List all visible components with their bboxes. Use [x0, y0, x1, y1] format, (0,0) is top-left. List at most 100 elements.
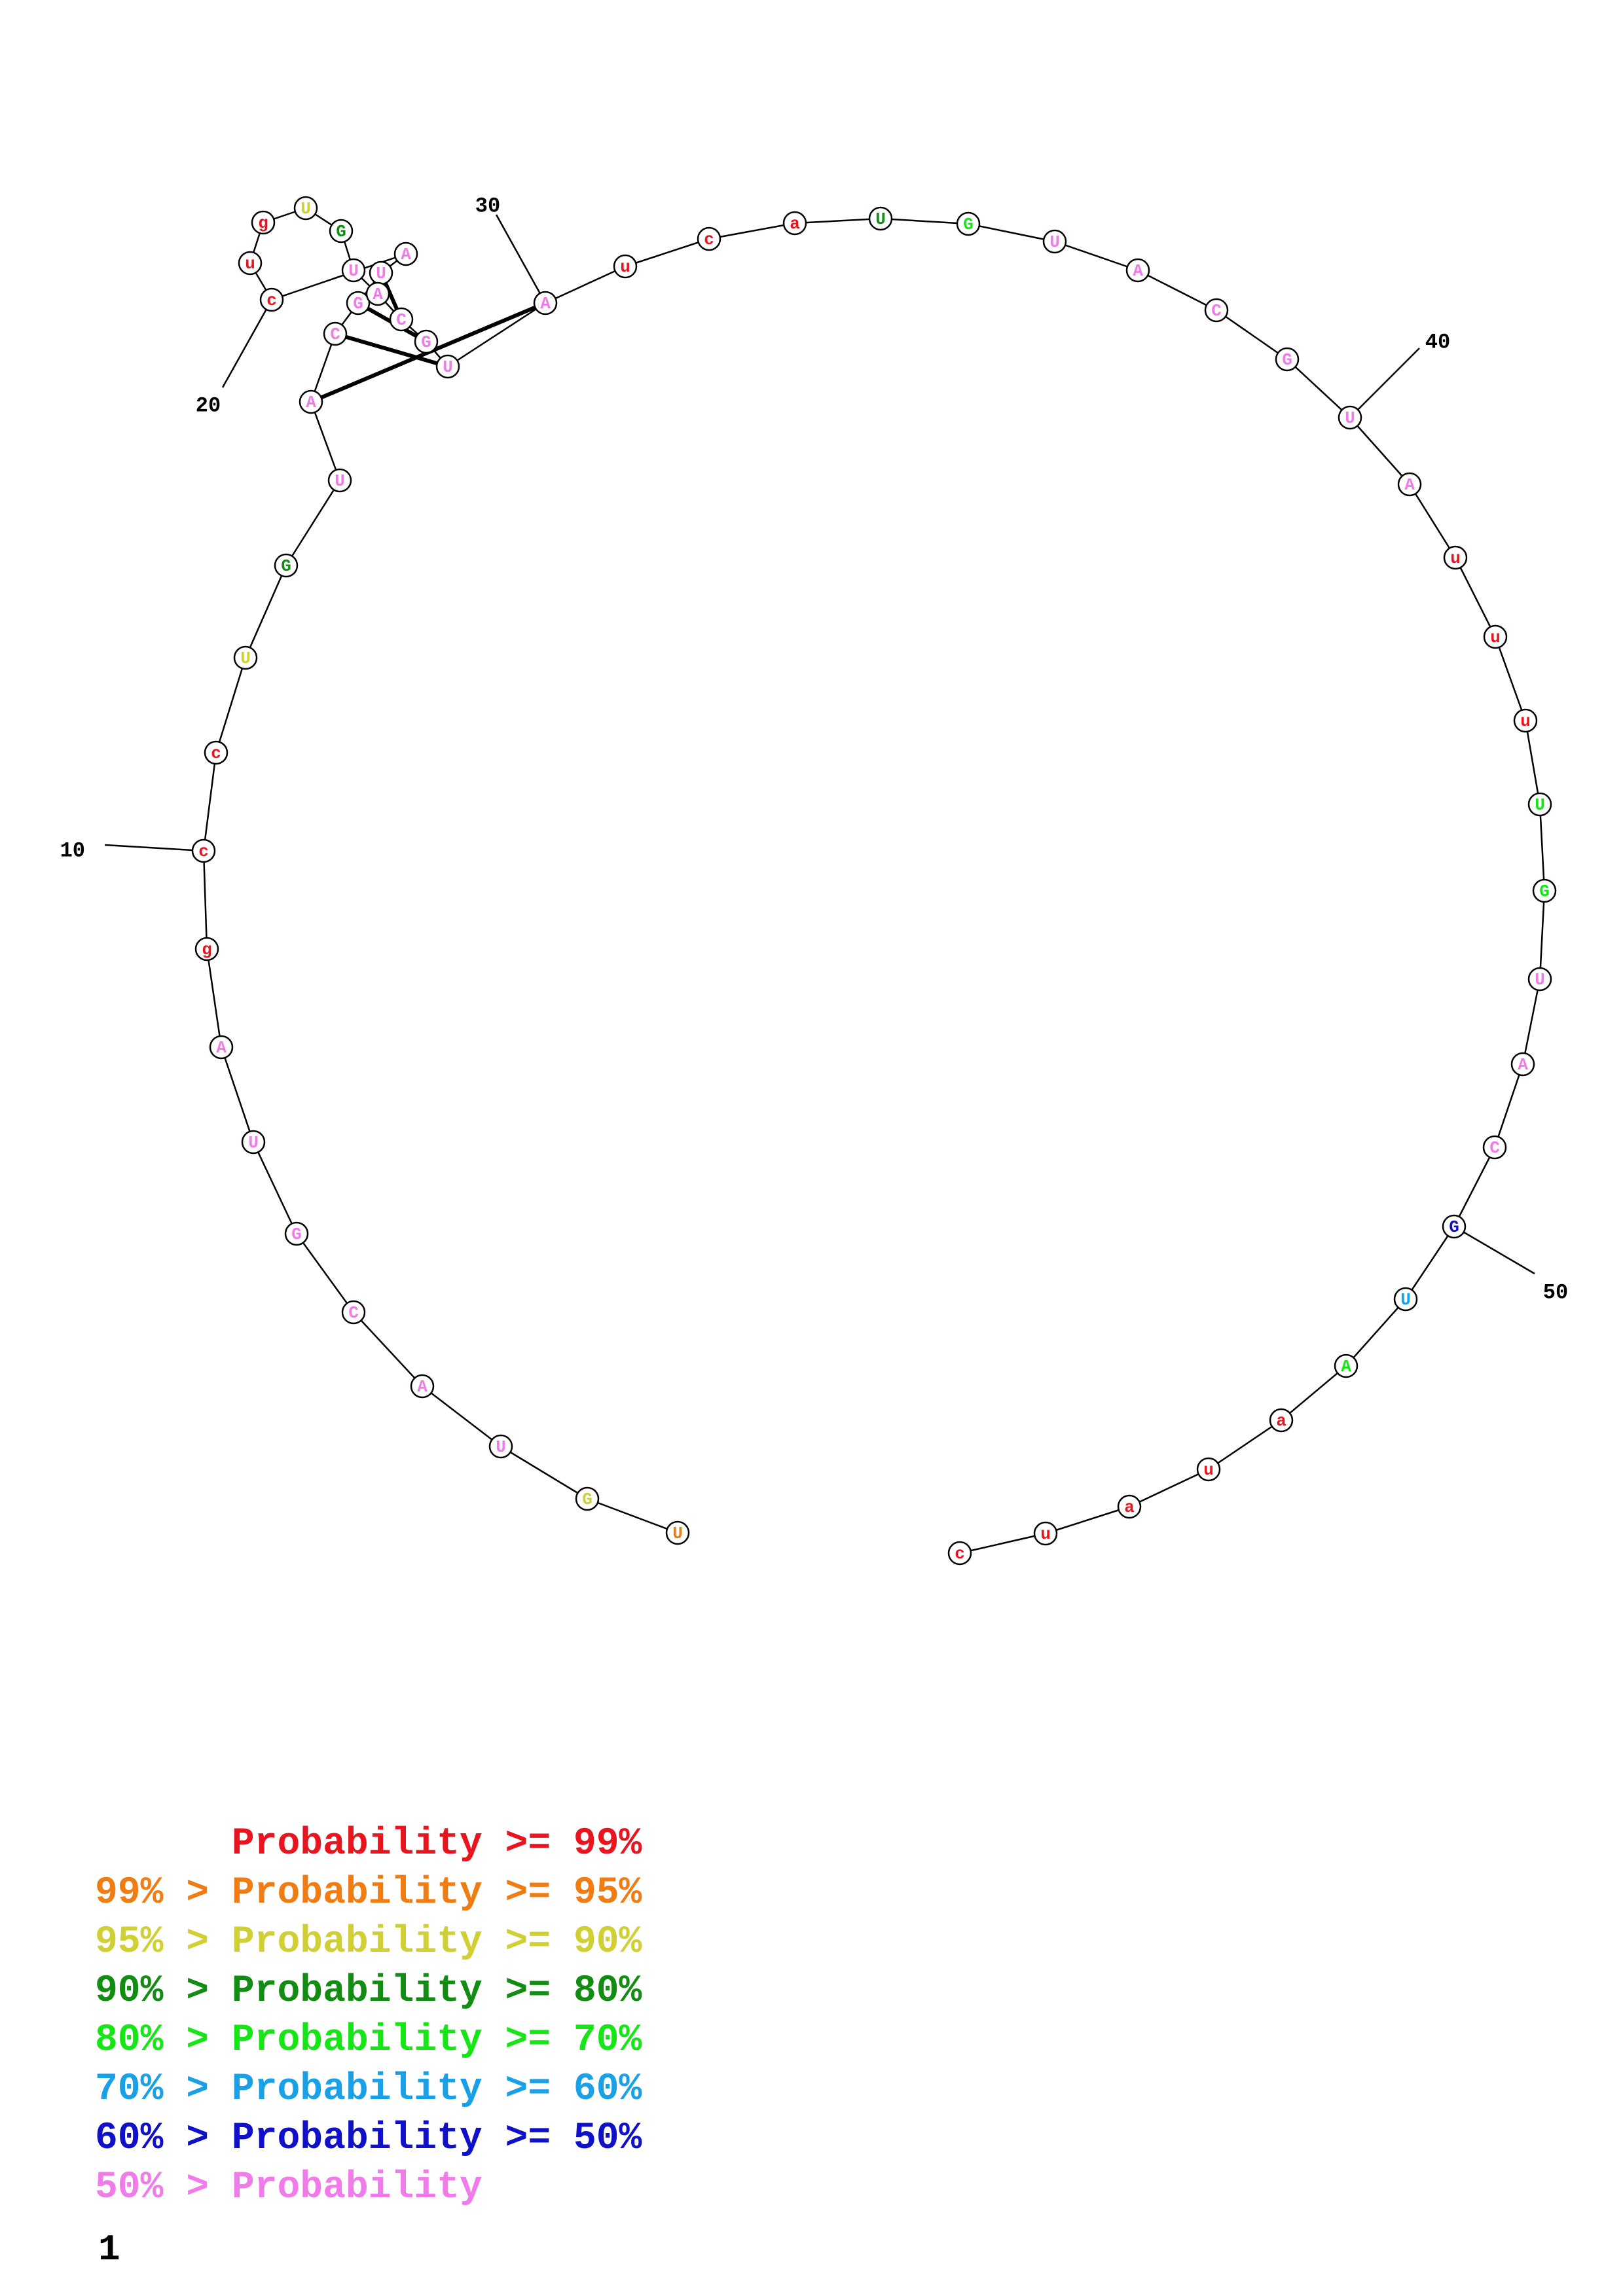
nucleotide-circle: [323, 321, 348, 346]
nucleotide-circle: [414, 329, 439, 354]
nucleotide-circle: [1527, 967, 1552, 992]
nucleotide: U: [868, 206, 893, 231]
nucleotide: u: [1483, 624, 1508, 649]
nucleotide-letter: G: [291, 1225, 302, 1244]
legend-row: 60% > Probability >= 50%: [95, 2114, 642, 2163]
nucleotide-circle: [1275, 347, 1300, 372]
nucleotide-letter: G: [353, 294, 363, 314]
nucleotide-letter: G: [336, 222, 346, 242]
backbone-segment: [1408, 484, 1457, 558]
nucleotide-letter: u: [1520, 711, 1531, 731]
nucleotide-letter: C: [348, 1303, 359, 1323]
backbone-segment: [252, 1141, 298, 1234]
backbone-segment: [1216, 309, 1288, 361]
position-tick: [1349, 348, 1420, 418]
nucleotide-circle: [329, 219, 354, 243]
nucleotide-letter: A: [1341, 1357, 1351, 1376]
nucleotide: U: [1338, 405, 1362, 430]
nucleotide-letter: A: [1133, 261, 1143, 281]
nucleotide-letter: c: [704, 230, 714, 249]
nucleotide-circle: [341, 258, 366, 283]
legend-prefix: 95% >: [95, 1921, 232, 1964]
nucleotide: u: [1443, 545, 1468, 570]
backbone-segment: [1345, 1299, 1406, 1367]
nucleotide-letter: G: [1449, 1217, 1459, 1237]
legend-label: Probability >= 90%: [231, 1921, 642, 1964]
nucleotide-letter: G: [1282, 350, 1292, 370]
backbone-segment: [244, 565, 287, 658]
nucleotide-circle: [241, 1130, 266, 1155]
nucleotide: C: [1482, 1135, 1507, 1160]
backbone-segment: [422, 1386, 501, 1447]
nucleotide-circle: [1483, 624, 1508, 649]
nucleotide-circle: [488, 1434, 513, 1459]
backbone-segment: [1208, 1419, 1282, 1471]
nucleotide-letter: U: [496, 1437, 506, 1457]
position-tick: [1453, 1225, 1535, 1275]
nucleotide: G: [1275, 347, 1300, 372]
nucleotide-circle: [209, 1035, 234, 1060]
nucleotide: A: [209, 1035, 234, 1060]
nucleotide-letter: U: [1345, 408, 1355, 428]
nucleotide-letter: U: [248, 1133, 259, 1153]
legend-label: Probability >= 60%: [231, 2068, 642, 2111]
nucleotide-letter: A: [417, 1377, 428, 1397]
nucleotide-letter: u: [1490, 628, 1501, 647]
nucleotide-circle: [233, 645, 258, 670]
backbone-segment: [295, 1233, 355, 1313]
nucleotide-circle: [956, 211, 981, 236]
nucleotide: g: [251, 210, 276, 235]
nucleotide-circle: [238, 251, 263, 276]
nucleotide-letter: U: [240, 649, 251, 668]
nucleotide: U: [341, 258, 366, 283]
nucleotide-letter: A: [216, 1038, 227, 1058]
nucleotide-circle: [1527, 792, 1552, 817]
nucleotide: A: [1334, 1354, 1359, 1378]
nucleotide-letter: A: [373, 285, 383, 304]
nucleotide: G: [956, 211, 981, 236]
nucleotide: C: [389, 307, 414, 332]
nucleotide-circle: [346, 291, 371, 315]
nucleotide-letter: g: [258, 213, 268, 233]
nucleotide-circle: [293, 196, 318, 221]
nucleotide-letter: A: [401, 245, 411, 264]
backbone-segment: [959, 1532, 1046, 1554]
legend-row: 95% > Probability >= 90%: [95, 1918, 642, 1967]
backbone-segment: [1054, 240, 1139, 272]
backbone-segment: [202, 850, 208, 950]
backbone-segment: [310, 333, 337, 403]
backbone-segment: [1349, 417, 1410, 485]
nucleotide: a: [782, 211, 807, 236]
nucleotide-letter: U: [875, 209, 886, 229]
nucleotide-circle: [1393, 1287, 1418, 1312]
backbone-segment: [500, 1445, 588, 1500]
nucleotide-letter: G: [963, 215, 974, 234]
nucleotide-letter: U: [348, 261, 359, 281]
nucleotide-letter: C: [1211, 301, 1222, 321]
position-tick: [495, 214, 547, 304]
position-tick: [104, 844, 204, 852]
position-labels: 10 20 30 40 50: [60, 194, 1569, 1304]
nucleotide-letter: G: [1539, 882, 1550, 901]
legend-prefix: 99% >: [95, 1872, 232, 1914]
nucleotide-circle: [1513, 708, 1538, 733]
nucleotide: U: [1527, 792, 1552, 817]
backbone-segment: [1539, 804, 1546, 891]
position-label: 40: [1425, 330, 1450, 354]
nucleotide: A: [365, 281, 390, 306]
nucleotide: A: [393, 242, 418, 266]
backbone-segment: [1137, 269, 1217, 312]
legend-prefix: 70% >: [95, 2068, 232, 2111]
legend-row: 70% > Probability >= 60%: [95, 2065, 642, 2114]
nucleotide-letter: U: [672, 1524, 683, 1543]
backbone-segment: [1286, 359, 1351, 418]
nucleotide-letter: A: [1404, 475, 1415, 495]
backbone-segment: [285, 480, 341, 566]
nucleotide-letter: A: [306, 393, 316, 412]
nucleotide: A: [533, 291, 558, 315]
nucleotide-circle: [1482, 1135, 1507, 1160]
legend-prefix: 60% >: [95, 2117, 232, 2160]
legend-prefix: 80% >: [95, 2019, 232, 2062]
backbone-segment: [1129, 1468, 1209, 1508]
